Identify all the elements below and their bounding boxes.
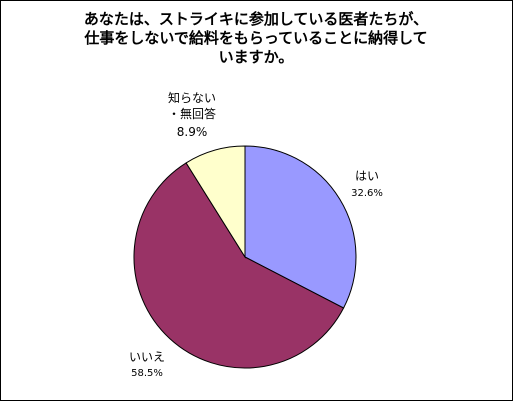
pie-slice-yes <box>244 145 357 309</box>
chart-title-line-3: いますか。 <box>218 48 294 66</box>
chart-title-line-2: 仕事をしないで給料をもらっていることに納得して <box>84 29 428 47</box>
chart-title-line-1: あなたは、ストライキに参加している医者たちが、 <box>83 10 429 28</box>
slice-label-no: いいえ <box>129 350 165 364</box>
slice-pct-unknown: 8.9% <box>177 125 208 139</box>
pie-slice-no <box>133 162 345 369</box>
slice-pct-yes: 32.6% <box>351 188 383 199</box>
slice-label-unknown-line-1: 知らない <box>168 91 216 105</box>
chart-title: あなたは、ストライキに参加している医者たちが、 仕事をしないで給料をもらっている… <box>6 10 506 67</box>
slice-label-yes: はい <box>355 169 379 183</box>
slice-pct-no: 58.5% <box>131 368 163 379</box>
slice-label-unknown-line-2: ・無回答 <box>168 106 216 121</box>
pie-slice-unknown <box>185 145 246 259</box>
